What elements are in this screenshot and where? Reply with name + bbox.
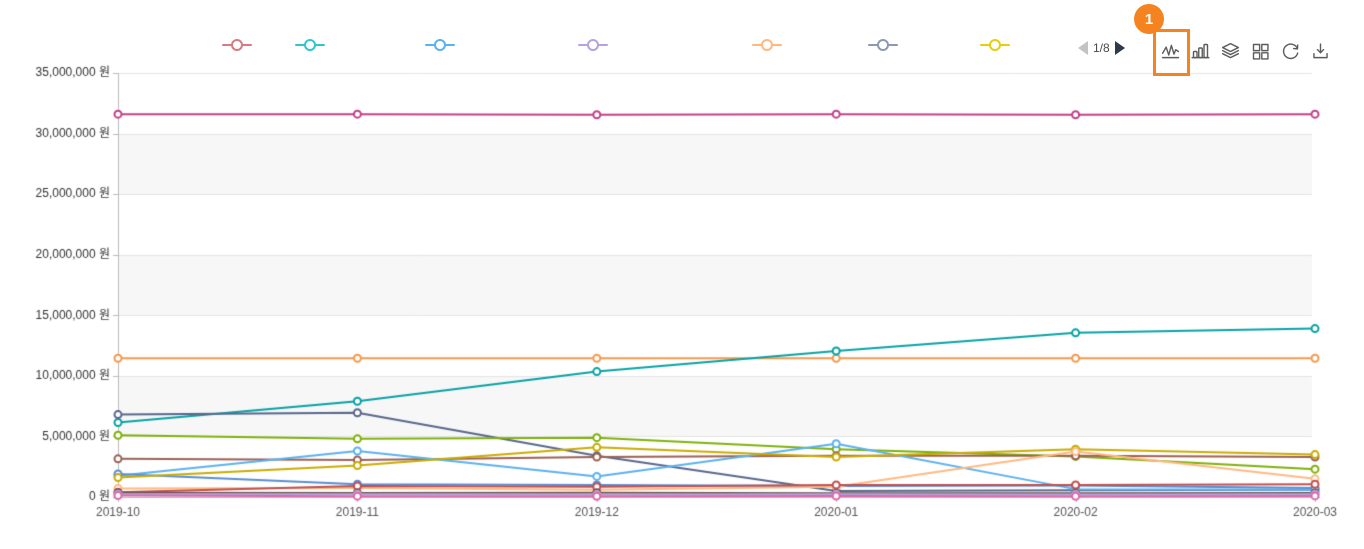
restore-icon[interactable]	[1280, 40, 1301, 62]
legend-item-4[interactable]	[578, 38, 608, 52]
annotation-highlight-box	[1153, 29, 1190, 76]
tiled-icon[interactable]	[1250, 40, 1271, 62]
annotation-badge: 1	[1134, 4, 1164, 34]
legend-item-2[interactable]	[295, 38, 325, 52]
legend-item-7[interactable]	[980, 38, 1010, 52]
legend-item-5[interactable]	[752, 38, 782, 52]
legend-ring-marker	[877, 39, 889, 51]
legend-prev-page-icon[interactable]	[1078, 41, 1088, 55]
legend-ring-marker	[989, 39, 1001, 51]
legend-next-page-icon[interactable]	[1114, 41, 1125, 55]
bar-chart-icon[interactable]	[1190, 40, 1211, 62]
legend-item-6[interactable]	[868, 38, 898, 52]
legend-ring-marker	[231, 39, 243, 51]
toolbar	[1160, 40, 1331, 62]
line-chart-icon[interactable]	[1160, 40, 1181, 62]
legend-ring-marker	[304, 39, 316, 51]
legend-ring-marker	[761, 39, 773, 51]
legend-ring-marker	[434, 39, 446, 51]
legend-item-1[interactable]	[222, 38, 252, 52]
legend-pagination: 1/8	[1078, 41, 1125, 55]
download-icon[interactable]	[1310, 40, 1331, 62]
stack-icon[interactable]	[1220, 40, 1241, 62]
legend-item-3[interactable]	[425, 38, 455, 52]
legend-page-indicator: 1/8	[1093, 41, 1110, 55]
legend-ring-marker	[587, 39, 599, 51]
